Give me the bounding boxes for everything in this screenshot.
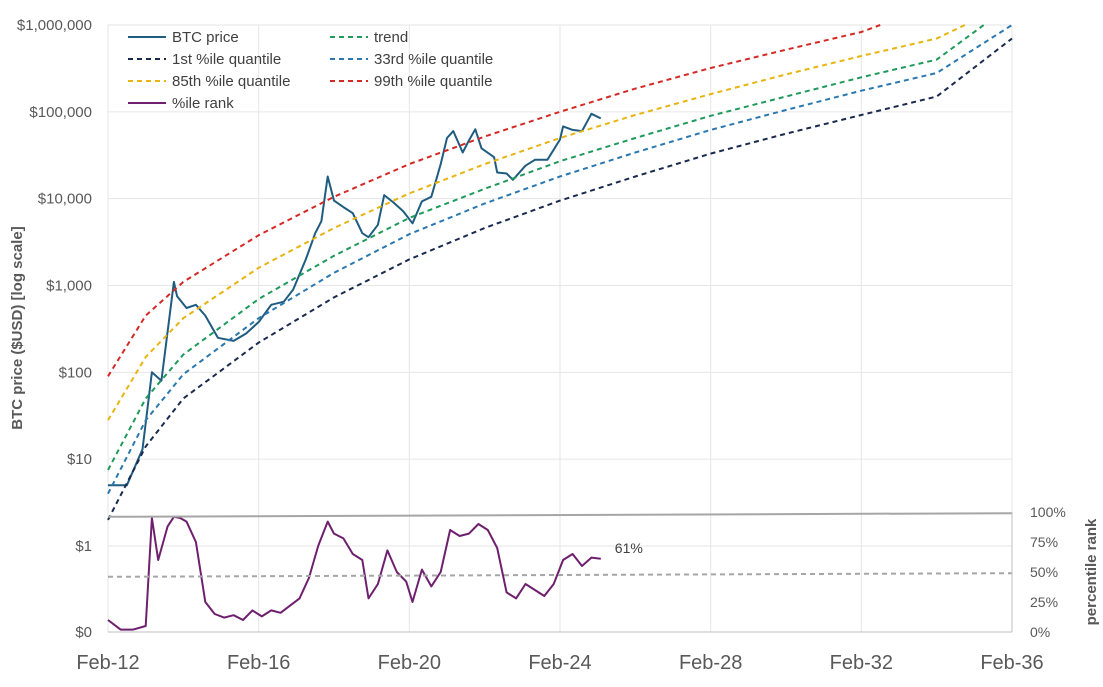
x-tick-label: Feb-32: [830, 652, 893, 674]
y-right-axis-title: percentile rank: [1083, 518, 1100, 625]
series-btc-price: [108, 112, 602, 487]
legend-label: trend: [374, 29, 408, 46]
y-right-tick-label: 75%: [1030, 534, 1058, 550]
series-33rd-ile-quantile: [107, 24, 1013, 495]
x-tick-label: Feb-24: [528, 652, 591, 674]
legend-item-price: BTC price: [128, 29, 239, 46]
legend-label: 1st %ile quantile: [172, 51, 281, 68]
y-left-axis-title: BTC price ($USD) [log scale]: [9, 226, 26, 429]
y-left-tick-label: $100: [59, 364, 92, 381]
y-left-tick-label: $1,000,000: [17, 17, 92, 34]
legend-item-q01: 1st %ile quantile: [128, 51, 281, 68]
legend-label: %ile rank: [172, 95, 234, 112]
legend-item-trend: trend: [330, 29, 408, 46]
series-99th-ile-quantile: [107, 24, 881, 377]
series-1st-ile-quantile: [107, 37, 1013, 521]
legend: BTC price trend 1st %ile quantile 33rd %ile…: [128, 29, 493, 112]
legend-item-rank: %ile rank: [128, 95, 234, 112]
annotations: 61%: [615, 540, 643, 556]
y-right-tick-label: 0%: [1030, 624, 1050, 640]
y-left-tick-label: $10,000: [38, 191, 92, 208]
y-right-tick-label: 100%: [1030, 504, 1066, 520]
annotation-label: 61%: [615, 540, 643, 556]
legend-label: 33rd %ile quantile: [374, 51, 493, 68]
y-left-tick-label: $1: [75, 538, 92, 555]
legend-item-q33: 33rd %ile quantile: [330, 51, 493, 68]
series-100-line: [107, 512, 1013, 518]
y-left-tick-label: $100,000: [29, 104, 92, 121]
series-layer: [107, 24, 1013, 631]
series-ile-rank: [107, 515, 601, 631]
legend-item-q85: 85th %ile quantile: [128, 73, 290, 90]
x-tick-label: Feb-12: [76, 652, 139, 674]
x-tick-label: Feb-28: [679, 652, 742, 674]
y-left-tick-label: $1,000: [46, 278, 92, 295]
y-right-tick-label: 25%: [1030, 594, 1058, 610]
gridlines: [107, 24, 1013, 633]
y-left-tick-label: $0: [75, 624, 92, 641]
x-tick-label: Feb-16: [227, 652, 290, 674]
axes: $0 $1 $10 $100 $1,000 $10,000 $100,000 $1,000,0…: [9, 17, 1100, 674]
y-left-tick-label: $10: [67, 451, 92, 468]
series-trend: [107, 24, 985, 471]
legend-label: 85th %ile quantile: [172, 73, 290, 90]
legend-item-q99: 99th %ile quantile: [330, 73, 492, 90]
legend-label: BTC price: [172, 29, 239, 46]
series-85th-ile-quantile: [107, 24, 966, 421]
x-tick-label: Feb-20: [378, 652, 441, 674]
x-tick-label: Feb-36: [980, 652, 1043, 674]
series-ile-rank-trend: [107, 572, 1013, 578]
legend-label: 99th %ile quantile: [374, 73, 492, 90]
y-right-tick-label: 50%: [1030, 564, 1058, 580]
